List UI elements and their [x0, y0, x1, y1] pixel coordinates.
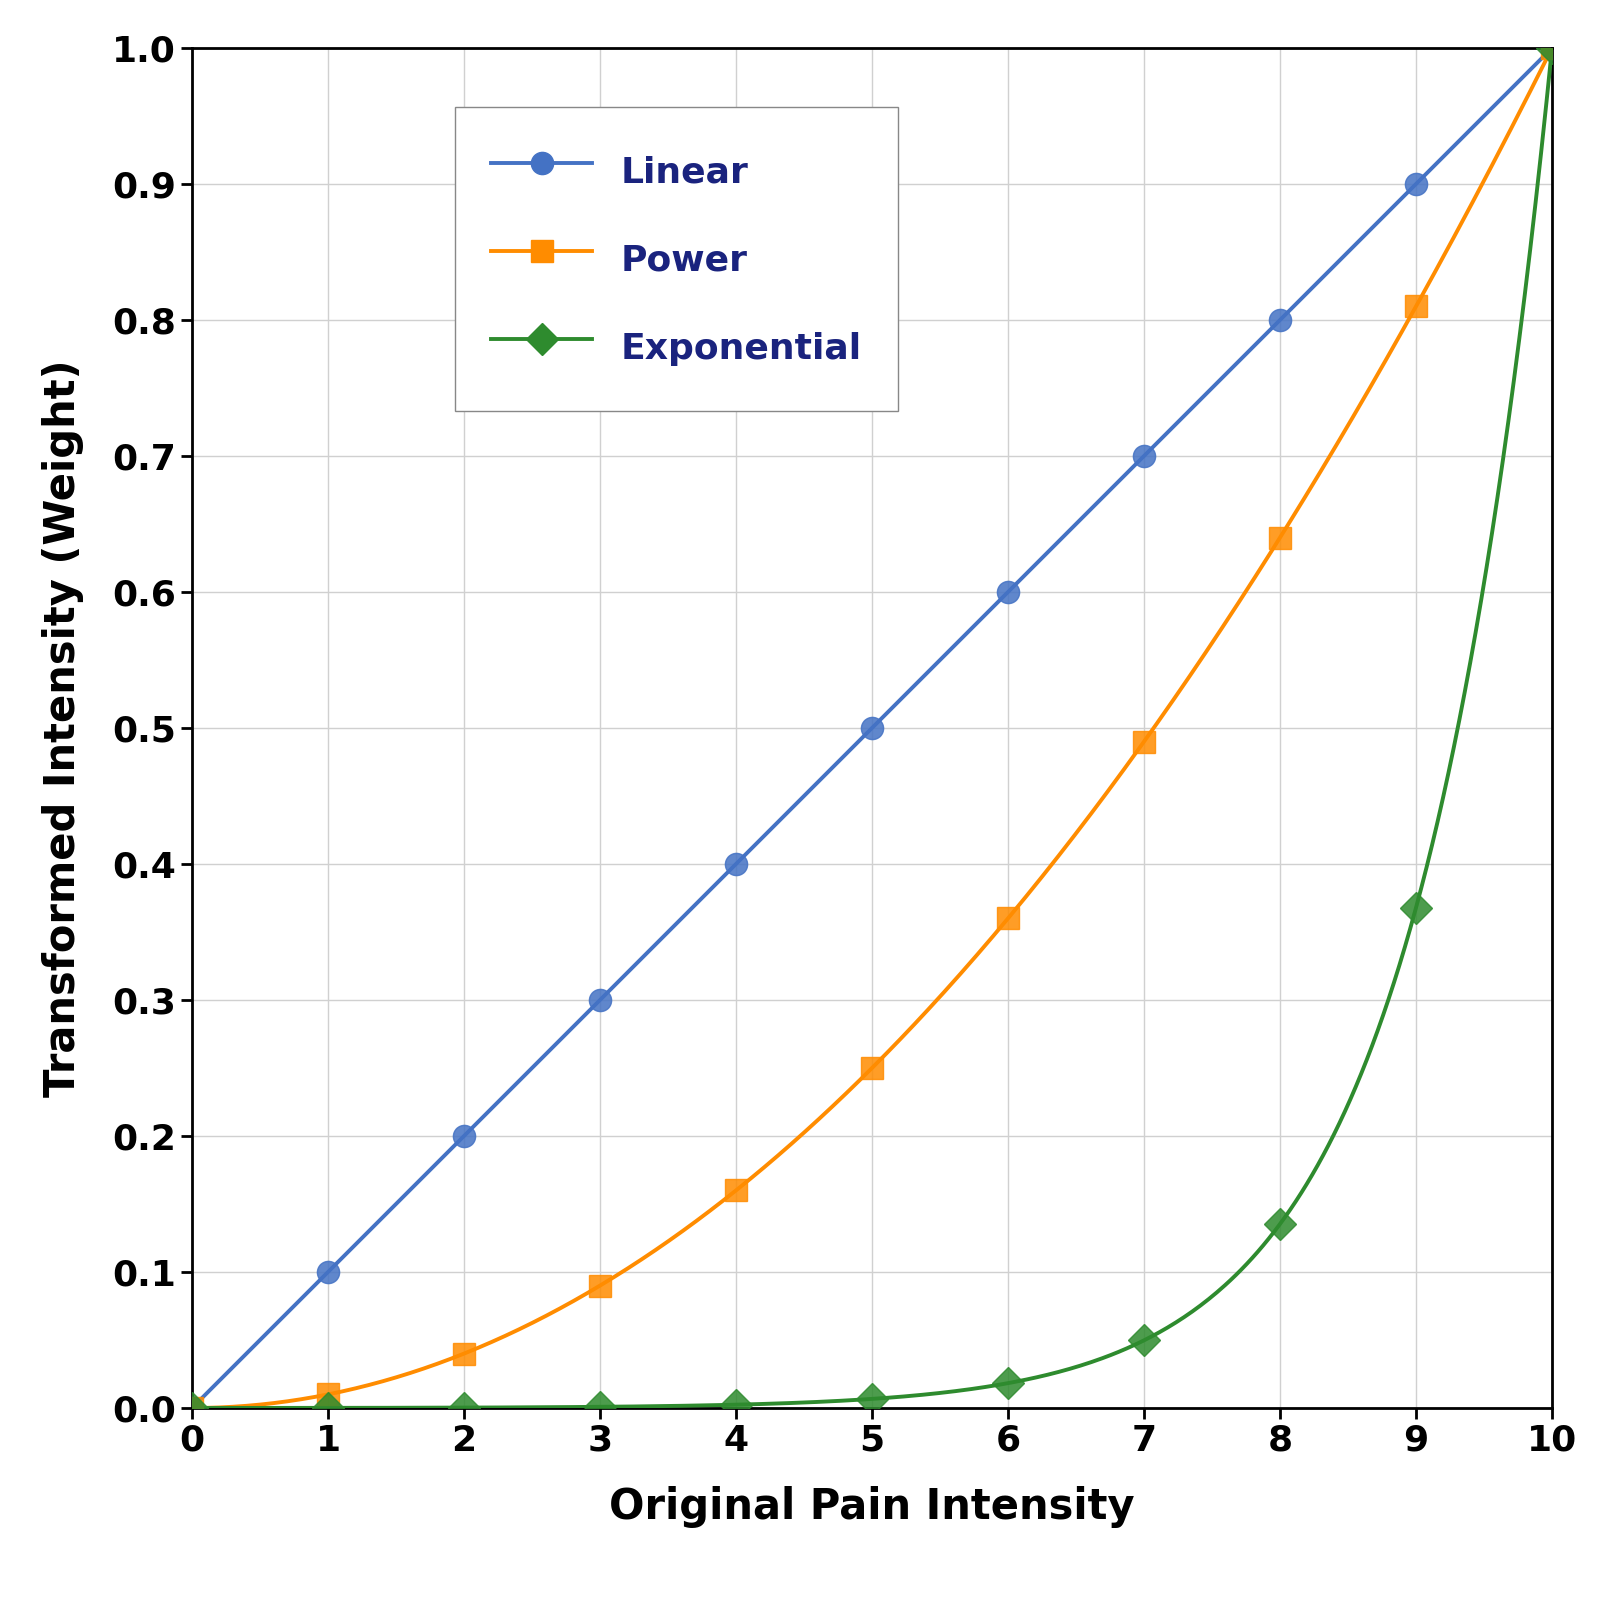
X-axis label: Original Pain Intensity: Original Pain Intensity [610, 1486, 1134, 1528]
Legend: Linear, Power, Exponential: Linear, Power, Exponential [454, 107, 898, 411]
Y-axis label: Transformed Intensity (Weight): Transformed Intensity (Weight) [42, 358, 85, 1098]
